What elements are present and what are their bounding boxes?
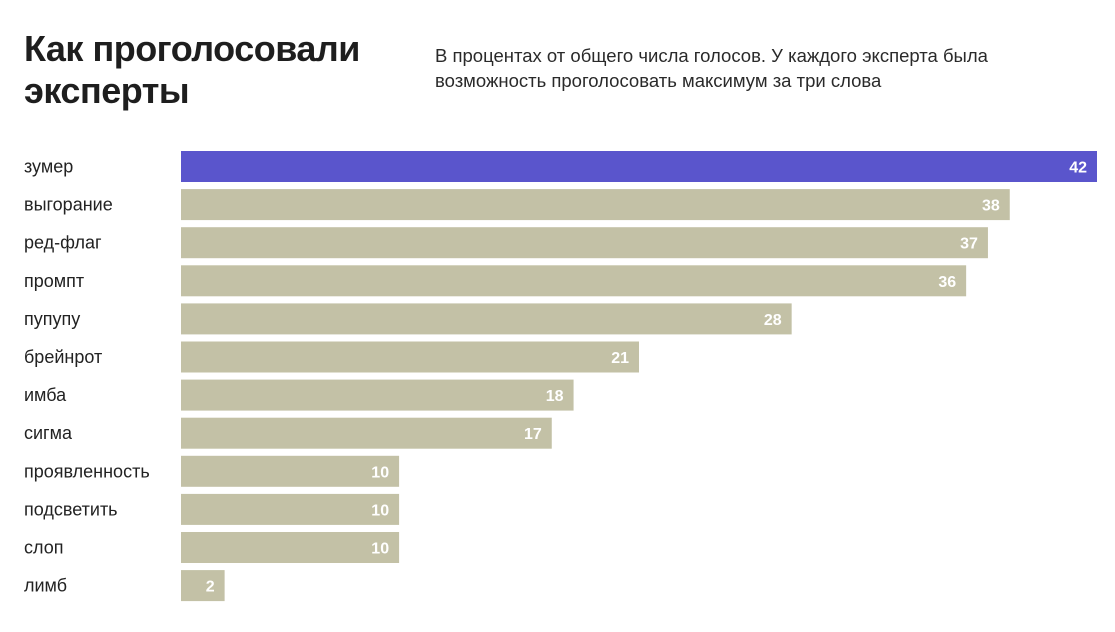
value-label: 10 xyxy=(371,502,389,519)
category-label: слоп xyxy=(24,538,63,558)
value-label: 10 xyxy=(371,541,389,558)
bar-12 xyxy=(181,570,225,602)
category-label: выгорание xyxy=(24,195,113,215)
category-label: брейнрот xyxy=(24,347,102,367)
bar-1 xyxy=(181,151,1097,182)
category-label: пупупу xyxy=(24,309,80,329)
value-label: 18 xyxy=(546,388,564,405)
value-label: 37 xyxy=(960,236,978,253)
bars-group xyxy=(181,151,1097,602)
value-labels-group: 42 38 37 36 28 21 18 17 10 10 10 2 xyxy=(206,160,1087,596)
category-label: промпт xyxy=(24,271,84,291)
bar-6 xyxy=(181,341,639,373)
category-label: лимб xyxy=(24,576,67,596)
category-label: имба xyxy=(24,385,67,405)
chart-subtitle: В процентах от общего числа голосов. У к… xyxy=(435,45,988,91)
bar-9 xyxy=(181,455,400,487)
bar-8 xyxy=(181,417,552,449)
chart-title: Как проголосовали эксперты xyxy=(24,28,360,111)
value-label: 17 xyxy=(524,426,542,443)
value-label: 28 xyxy=(764,312,782,329)
bar-2 xyxy=(181,189,1010,221)
bar-11 xyxy=(181,532,400,563)
value-label: 38 xyxy=(982,198,1000,215)
value-label: 42 xyxy=(1069,160,1087,177)
bar-7 xyxy=(181,379,574,411)
value-label: 10 xyxy=(371,464,389,481)
value-label: 21 xyxy=(611,350,629,367)
category-label: ред-флаг xyxy=(24,233,102,253)
bar-4 xyxy=(181,265,967,297)
category-labels-group: зумер выгорание ред-флаг промпт пупупу брейнр… xyxy=(24,157,150,596)
value-label: 36 xyxy=(938,274,956,291)
value-label: 2 xyxy=(206,579,215,596)
category-label: подсветить xyxy=(24,499,118,519)
category-label: зумер xyxy=(24,157,73,177)
bar-3 xyxy=(181,227,988,259)
bar-5 xyxy=(181,303,792,335)
bar-10 xyxy=(181,493,400,525)
category-label: сигма xyxy=(24,423,73,443)
category-label: проявленность xyxy=(24,461,150,481)
